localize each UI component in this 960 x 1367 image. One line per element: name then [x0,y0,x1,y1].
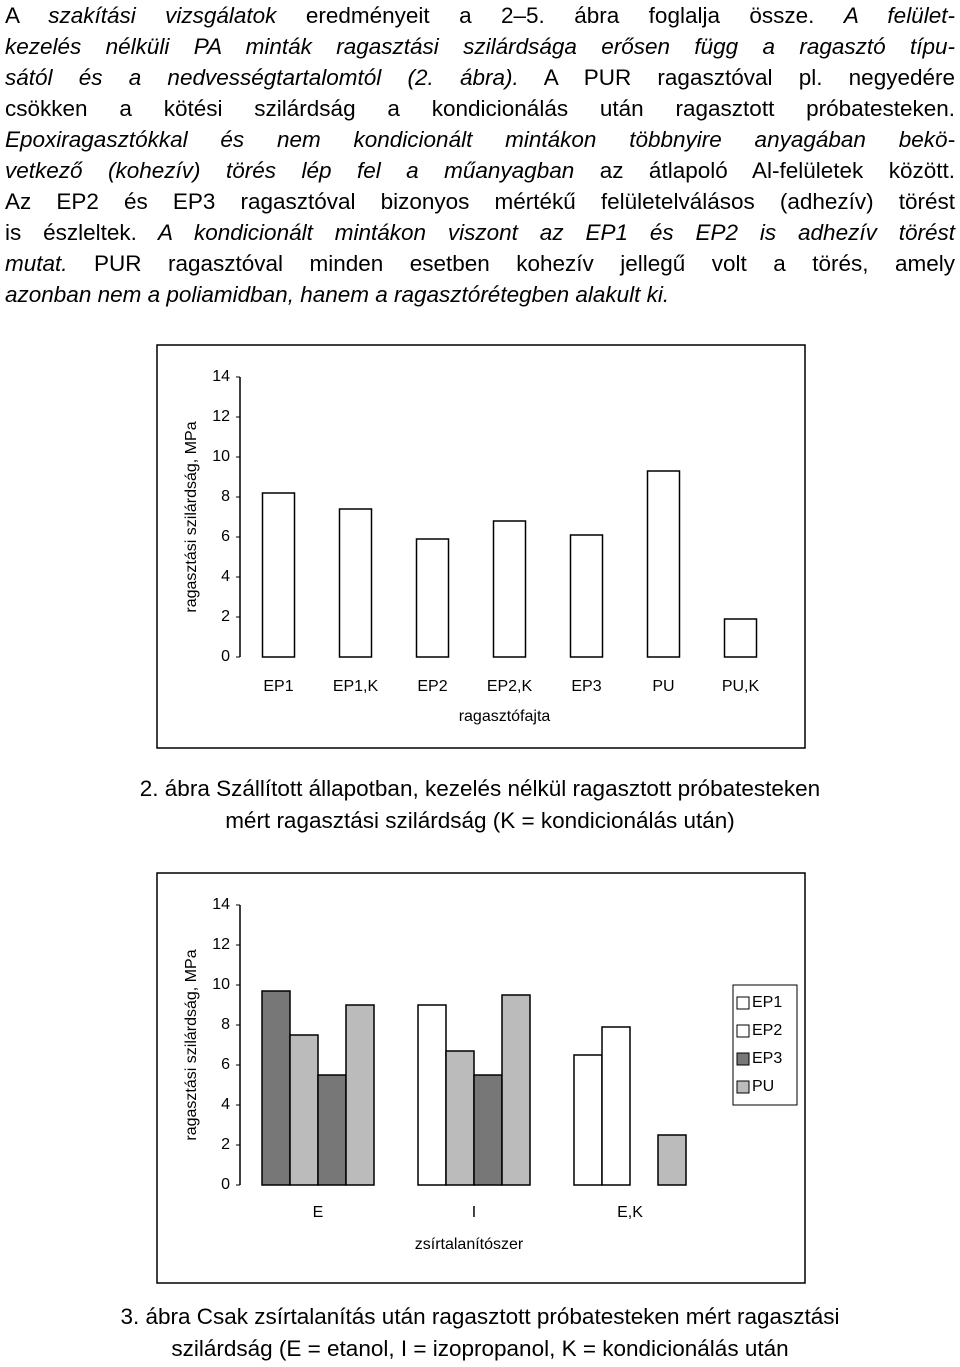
text-run: A PUR ragasztóval pl. negyedére [518,65,955,90]
y-tick-label: 2 [221,608,230,625]
legend-swatch [736,1024,750,1038]
y-tick-label: 12 [212,408,230,425]
paragraph: A szakítási vizsgálatok eredményeit a 2–… [5,0,955,310]
text-run: A felület- [843,3,955,28]
text-run: Epoxiragasztókkal és nem kondicionált mi… [5,127,955,152]
bar [569,534,604,658]
text-line: kezelés nélküli PA minták ragasztási szi… [5,31,955,62]
bar [261,990,291,1186]
text-run: Az EP2 és EP3 ragasztóval bizonyos mérté… [5,189,955,214]
legend-label: EP1 [752,994,782,1011]
bar [646,470,681,658]
bar [501,994,531,1186]
legend-label: EP2 [752,1022,782,1039]
x-tick-label: PU [652,678,674,695]
legend-label: EP3 [752,1050,782,1067]
text-run: A kondicionált mintákon viszont az EP1 é… [136,220,955,245]
text-run: is észleltek. [5,220,137,245]
y-tick-label: 10 [212,448,230,465]
y-tick-label: 2 [221,1136,230,1153]
y-tick-label: 4 [221,1096,230,1113]
text-line: azonban nem a poliamidban, hanem a ragas… [5,279,955,310]
y-tick-label: 10 [212,976,230,993]
text-run: sától és a nedvességtartalomtól (2. ábra… [5,65,519,90]
y-tick-label: 8 [221,488,230,505]
x-tick-label: E [313,1204,324,1221]
bar [317,1074,347,1186]
bar [261,492,296,658]
y-tick-label: 8 [221,1016,230,1033]
text-run: A [5,3,49,28]
figure-caption: szilárdság (E = etanol, I = izopropanol,… [171,1336,788,1361]
bar [657,1134,687,1186]
y-tick-label: 4 [221,568,230,585]
x-axis-label: ragasztófajta [459,708,551,725]
legend-label: PU [752,1078,774,1095]
text-run: az átlapoló Al-felületek között. [574,158,956,183]
y-axis-label: ragasztási szilárdság, MPa [183,421,200,612]
bar [601,1026,631,1186]
x-tick-label: I [472,1204,476,1221]
bar [345,1004,375,1186]
text-run: kezelés nélküli PA minták ragasztási szi… [5,34,955,59]
text-run: PUR ragasztóval minden esetben kohezív j… [67,251,955,276]
legend-swatch [736,1052,750,1066]
bar [415,538,450,658]
legend-swatch [736,996,750,1010]
x-axis-label: zsírtalanítószer [415,1236,524,1253]
text-run: eredményeit a 2–5. ábra foglalja össze. [276,3,844,28]
text-line: csökken a kötési szilárdság a kondicioná… [5,93,955,124]
text-run: szakítási vizsgálatok [48,3,277,28]
y-tick-label: 14 [212,368,230,385]
text-line: A szakítási vizsgálatok eredményeit a 2–… [5,0,955,31]
text-line: vetkező (kohezív) törés lép fel a műanya… [5,155,955,186]
y-tick-label: 12 [212,936,230,953]
text-run: csökken a kötési szilárdság a kondicioná… [5,96,955,121]
y-tick-label: 6 [221,1056,230,1073]
bar [289,1034,319,1186]
legend-swatch [736,1080,750,1094]
x-tick-label: E,K [617,1204,643,1221]
x-tick-label: EP2 [417,678,447,695]
text-run: azonban nem a poliamidban, hanem a ragas… [5,282,670,307]
bar [473,1074,503,1186]
text-run: mutat. [5,251,68,276]
x-tick-label: PU,K [722,678,760,695]
text-line: mutat. PUR ragasztóval minden esetben ko… [5,248,955,279]
x-tick-label: EP1 [263,678,293,695]
y-tick-label: 6 [221,528,230,545]
figure-frame [156,344,806,749]
bar [338,508,373,658]
bar [723,618,758,658]
y-tick-label: 0 [221,648,230,665]
y-axis-label: ragasztási szilárdság, MPa [183,949,200,1140]
figure-frame [156,872,806,1284]
bar [573,1054,603,1186]
x-tick-label: EP1,K [333,678,379,695]
text-line: Az EP2 és EP3 ragasztóval bizonyos mérté… [5,186,955,217]
text-line: Epoxiragasztókkal és nem kondicionált mi… [5,124,955,155]
bar [417,1004,447,1186]
x-tick-label: EP3 [571,678,601,695]
y-tick-label: 0 [221,1176,230,1193]
text-run: vetkező (kohezív) törés lép fel a műanya… [5,158,575,183]
figure-caption: 3. ábra Csak zsírtalanítás után ragaszto… [120,1304,839,1329]
y-tick-label: 14 [212,896,230,913]
bar [445,1050,475,1186]
figure-caption: 2. ábra Szállított állapotban, kezelés n… [140,776,820,801]
figure-caption: mért ragasztási szilárdság (K = kondicio… [225,808,735,833]
x-tick-label: EP2,K [487,678,533,695]
text-line: sától és a nedvességtartalomtól (2. ábra… [5,62,955,93]
text-line: is észleltek. A kondicionált mintákon vi… [5,217,955,248]
bar [492,520,527,658]
